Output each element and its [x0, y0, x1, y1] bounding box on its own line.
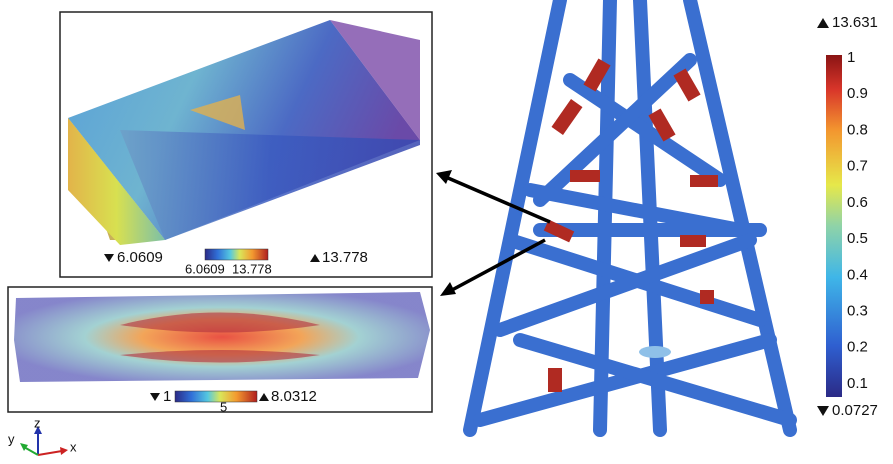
min-marker: [150, 393, 160, 401]
colorbar-tick-label: 0.2: [847, 339, 868, 356]
colorbar-tick-label: 0.6: [847, 194, 868, 211]
inset-bottom: [7, 286, 433, 413]
min-label: 6.0609: [117, 249, 163, 266]
colorbar-tick-label: 0.4: [847, 266, 868, 283]
tower: [463, 0, 797, 437]
min-label: 0.0727: [832, 402, 878, 419]
min-marker: [104, 254, 114, 262]
axis-triad: [20, 426, 68, 456]
colorbar-tick-label: 1: [847, 49, 855, 66]
min-label: 1: [163, 388, 171, 405]
axis-label: z: [34, 415, 41, 430]
max-label: 13.778: [322, 249, 368, 266]
inset-top: [59, 11, 433, 278]
colorbar-tick-label: 0.8: [847, 121, 868, 138]
max-label: 8.0312: [271, 388, 317, 405]
arrows: [436, 170, 551, 296]
max-marker: [259, 393, 269, 401]
colorbar-tick-label: 0.3: [847, 303, 868, 320]
colorbar-tick-label: 0.9: [847, 85, 868, 102]
axis-label: x: [70, 439, 77, 454]
max-marker: [310, 254, 320, 262]
colorbar-tick-label: 0.1: [847, 375, 868, 392]
colorbar-tick-label: 0.5: [847, 230, 868, 247]
max-label: 13.631: [832, 14, 878, 31]
main-colorbar: [826, 55, 842, 397]
colorbar-label: 5: [220, 399, 227, 414]
min-marker: [817, 406, 829, 416]
colorbar-label: 13.778: [232, 261, 272, 276]
colorbar-tick-label: 0.7: [847, 158, 868, 175]
axis-label: y: [8, 431, 15, 446]
colorbar-label: 6.0609: [185, 261, 225, 276]
max-marker: [817, 18, 829, 28]
